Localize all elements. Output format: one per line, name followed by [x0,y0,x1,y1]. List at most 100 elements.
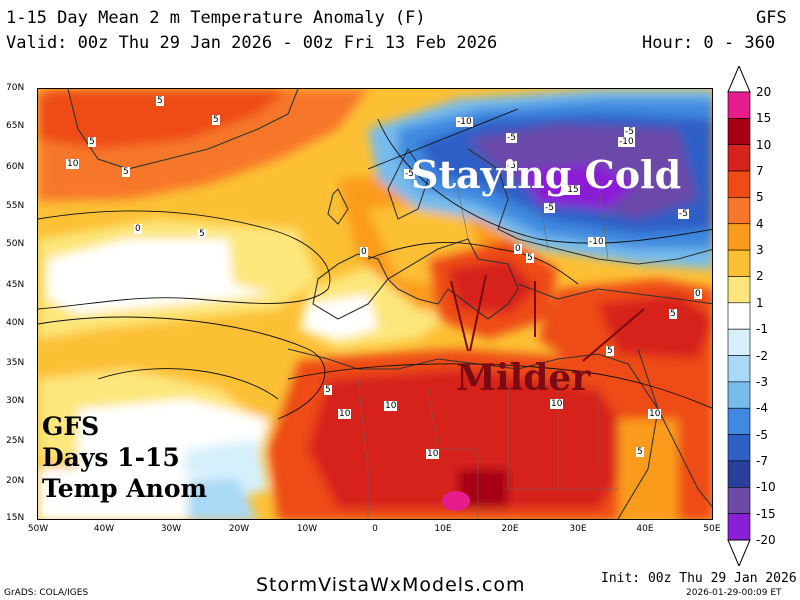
lat-label: 20N [6,476,25,486]
contour-label: 5 [88,137,96,147]
contour-label: 10 [550,399,564,409]
colorbar-swatch [727,302,751,330]
contour-label: -5 [624,127,635,137]
colorbar [727,66,751,566]
milder-label: Milder [456,357,591,399]
model-name: GFS [756,8,787,28]
contour-label: 5 [636,447,644,457]
gfs-box-line-1: GFS [42,412,100,441]
annotation-arrows [450,274,645,362]
contour-label: 10 [66,159,80,169]
colorbar-label: 2 [756,269,764,284]
contour-label: -15 [563,185,580,195]
colorbar-swatch [727,223,751,251]
contour-label: -10 [618,137,635,147]
lon-label: 20E [501,524,519,534]
gfs-box-line-2: Days 1-15 [42,443,180,472]
contour-label: -5 [506,133,517,143]
colorbar-label: 20 [756,85,772,99]
lon-label: 50E [703,524,721,534]
colorbar-label: 5 [756,190,764,205]
lon-label: 40W [93,524,115,534]
colorbar-swatch [727,460,751,488]
site-name: StormVistaWxModels.com [256,574,526,596]
colorbar-label: 7 [756,164,764,179]
contour-label: 0 [360,247,368,257]
lon-label: 10W [296,524,318,534]
grads-credit: GrADS: COLA/IGES [4,588,89,598]
colorbar-swatch [727,170,751,198]
colorbar-bottom-arrow [727,539,751,566]
colorbar-label: -20 [756,533,776,547]
temperature-anomaly-map: 5 5 5 10 5 5 -10 -5 -5 -10 -5 -5 -15 -5 -10 -5 0 0 0 5 0 5 5 5 1… [37,88,713,520]
init-time: Init: 00z Thu 29 Jan 2026 [601,571,797,586]
colorbar-label: 1 [756,295,764,310]
colorbar-label: -10 [756,480,776,495]
lat-label: 40N [6,318,25,328]
map-field [38,89,712,519]
colorbar-swatch [727,434,751,462]
contour-label: 0 [514,244,522,254]
lat-label: 65N [6,121,25,131]
contour-label: -10 [588,237,605,247]
lat-label: 15N [6,513,25,523]
colorbar-swatch [727,355,751,383]
forecast-hours: Hour: 0 - 360 [642,33,776,53]
colorbar-swatch [727,249,751,277]
colorbar-label: 15 [756,111,772,126]
contour-label: 5 [156,96,164,106]
lon-label: 30W [160,524,182,534]
contour-label: -5 [506,161,517,171]
contour-label: 5 [669,309,677,319]
contour-label: 5 [526,253,534,263]
colorbar-label: -2 [756,348,768,363]
map-title: 1-15 Day Mean 2 m Temperature Anomaly (F… [6,8,426,28]
contour-label: 5 [198,229,206,239]
contour-label: -5 [678,209,689,219]
colorbar-label: -15 [756,506,776,521]
colorbar-label: 3 [756,243,764,258]
valid-range: Valid: 00z Thu 29 Jan 2026 - 00z Fri 13 … [6,33,498,53]
colorbar-swatch [727,328,751,356]
colorbar-swatch [727,513,751,541]
contour-label: 10 [426,449,440,459]
lon-label: 40E [636,524,654,534]
contour-label: 5 [324,385,332,395]
lon-label: 20W [228,524,250,534]
gfs-days-label: GFS Days 1-15 Temp Anom [42,411,207,504]
contour-label: 5 [212,115,220,125]
colorbar-label: 10 [756,137,772,152]
contour-label: -5 [404,169,415,179]
colorbar-label: -4 [756,401,768,416]
contour-label: 5 [122,167,130,177]
lat-label: 45N [6,280,25,290]
lon-label: 30E [569,524,587,534]
colorbar-swatch [727,91,751,119]
colorbar-swatch [727,486,751,514]
contour-label: -5 [544,203,555,213]
lat-label: 30N [6,396,25,406]
colorbar-label: 4 [756,216,764,231]
colorbar-top-arrow [727,66,751,93]
contour-label: 10 [384,401,398,411]
lat-label: 50N [6,239,25,249]
gfs-box-line-3: Temp Anom [42,474,207,503]
lat-label: 35N [6,358,25,368]
lon-label: 0 [372,524,378,534]
max-anomaly-area [442,491,470,511]
lat-label: 55N [6,201,25,211]
contour-label: -10 [456,117,473,127]
contour-label: 10 [648,409,662,419]
colorbar-swatch [727,144,751,172]
coastlines [67,89,712,519]
timestamp: 2026-01-29-00:09 ET [686,588,782,598]
lat-label: 70N [6,83,25,93]
colorbar-label: -3 [756,374,768,389]
colorbar-swatch [727,407,751,435]
contour-label: 0 [134,224,142,234]
lon-label: 50W [27,524,49,534]
staying-cold-label: Staying Cold [411,152,682,197]
colorbar-label: -1 [756,322,768,337]
contour-lines [38,108,712,420]
contour-label: 5 [606,346,614,356]
